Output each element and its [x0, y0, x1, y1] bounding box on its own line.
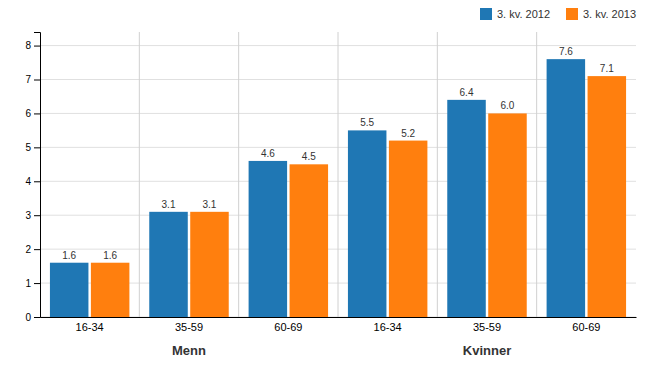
- axis-line: [34, 33, 41, 318]
- bar: [50, 263, 89, 317]
- bar: [149, 212, 188, 317]
- tick: 35-59: [175, 317, 203, 333]
- legend-label: 3. kv. 2012: [497, 8, 550, 20]
- plot: 1.6 3.1 4.6 5.5 6.4 7.6 1.6 3.1 4.5 5.2 6.0 7.1 0 1 2 3…: [25, 32, 636, 358]
- data-label: 6.0: [501, 100, 515, 111]
- tick-label: 3: [25, 210, 31, 221]
- data-label: 3.1: [203, 199, 217, 210]
- tick-label: 35-59: [175, 321, 203, 333]
- bar: [91, 263, 130, 317]
- tick: 2: [25, 244, 40, 255]
- tick-label: 16-34: [374, 321, 402, 333]
- tick-mark: [34, 147, 40, 148]
- tick-mark: [34, 215, 40, 216]
- divider: [338, 32, 339, 317]
- tick: 5: [25, 142, 40, 153]
- tick: 3: [25, 210, 40, 221]
- bar: [348, 130, 387, 317]
- bar: [190, 212, 229, 317]
- legend-swatch: [480, 8, 492, 20]
- axis-line: [41, 317, 637, 318]
- legend-swatch: [566, 8, 578, 20]
- tick: 1: [25, 278, 40, 289]
- bar: [547, 59, 586, 317]
- data-label: 1.6: [62, 250, 76, 261]
- x-axis: 16-34 35-59 60-69 16-34 35-59 60-69: [41, 317, 637, 333]
- series: [91, 76, 626, 317]
- legend-label: 3. kv. 2013: [583, 8, 636, 20]
- tick: 60-69: [274, 317, 302, 333]
- bar: [249, 161, 288, 317]
- divider: [437, 32, 438, 317]
- tick-label: 7: [25, 74, 31, 85]
- tick: 16-34: [76, 317, 104, 333]
- tick: 16-34: [374, 317, 402, 333]
- tick: 0: [25, 312, 40, 323]
- data-label: 5.5: [360, 117, 374, 128]
- data-label: 3.1: [162, 199, 176, 210]
- tick-label: 4: [25, 176, 31, 187]
- tick: 8: [25, 40, 40, 51]
- tick-label: 60-69: [274, 321, 302, 333]
- series: [50, 59, 585, 317]
- tick-label: 5: [25, 142, 31, 153]
- legend-item: 3. kv. 2012: [480, 8, 550, 20]
- tick-mark: [34, 181, 40, 182]
- tick-mark: [34, 80, 40, 81]
- tick-label: 2: [25, 244, 31, 255]
- data-label: 4.5: [302, 151, 316, 162]
- data-label: 4.6: [261, 148, 275, 159]
- legend-item: 3. kv. 2013: [566, 8, 636, 20]
- tick-mark: [34, 46, 40, 47]
- bar: [389, 141, 428, 317]
- data-labels: 1.6 3.1 4.6 5.5 6.4 7.6 1.6 3.1 4.5 5.2 6.0 7.1: [62, 46, 614, 261]
- annotations: Menn Kvinner: [172, 343, 511, 358]
- chart: 1.6 3.1 4.6 5.5 6.4 7.6 1.6 3.1 4.5 5.2 6.0 7.1 0 1 2 3…: [0, 0, 652, 371]
- tick: 6: [25, 108, 40, 119]
- tick: 35-59: [473, 317, 501, 333]
- tick-mark: [34, 317, 40, 318]
- bar: [290, 164, 329, 317]
- tick-label: 60-69: [572, 321, 600, 333]
- group-label: Menn: [172, 343, 206, 358]
- bar: [588, 76, 627, 317]
- dividers: [139, 32, 536, 317]
- y-axis: 0 1 2 3 4 5 6 7 8: [25, 33, 40, 323]
- tick: 7: [25, 74, 40, 85]
- data-label: 5.2: [401, 128, 415, 139]
- legend: 3. kv. 2012 3. kv. 2013: [480, 8, 636, 20]
- group-label: Kvinner: [463, 343, 511, 358]
- data-label: 6.4: [460, 87, 474, 98]
- tick: 4: [25, 176, 40, 187]
- data-label: 7.1: [600, 63, 614, 74]
- tick-mark: [34, 283, 40, 284]
- tick-label: 6: [25, 108, 31, 119]
- tick-mark: [34, 113, 40, 114]
- divider: [139, 32, 140, 317]
- divider: [536, 32, 537, 317]
- tick: 60-69: [572, 317, 600, 333]
- tick-label: 35-59: [473, 321, 501, 333]
- tick-label: 16-34: [76, 321, 104, 333]
- data-label: 1.6: [103, 250, 117, 261]
- bar: [488, 113, 527, 317]
- data-label: 7.6: [559, 46, 573, 57]
- bar: [447, 100, 486, 317]
- bars: [50, 59, 626, 317]
- tick-label: 1: [25, 278, 31, 289]
- tick-mark: [34, 249, 40, 250]
- tick-label: 0: [25, 312, 31, 323]
- tick-label: 8: [25, 40, 31, 51]
- divider: [238, 32, 239, 317]
